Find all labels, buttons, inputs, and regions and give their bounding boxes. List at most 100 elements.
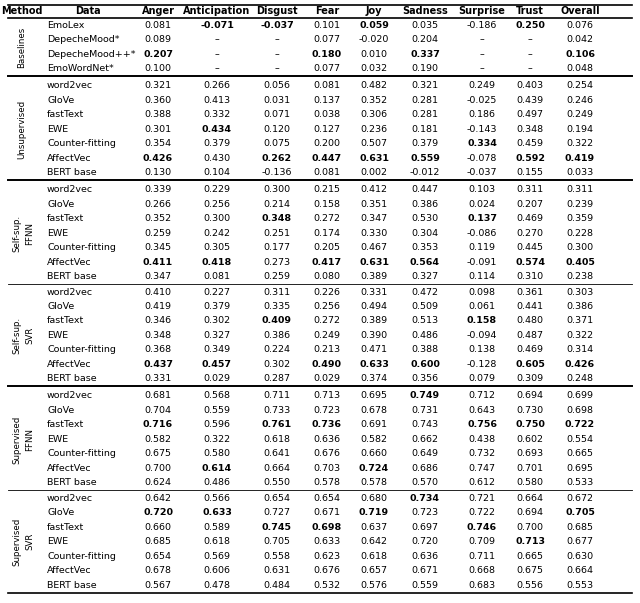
Text: 0.441: 0.441	[516, 302, 543, 311]
Text: 0.002: 0.002	[360, 168, 387, 177]
Text: Surprise: Surprise	[459, 7, 506, 16]
Text: 0.721: 0.721	[468, 494, 495, 503]
Text: 0.204: 0.204	[412, 35, 438, 44]
Text: -0.025: -0.025	[467, 96, 497, 105]
Text: 0.224: 0.224	[264, 346, 291, 355]
Text: 0.580: 0.580	[516, 478, 543, 487]
Text: 0.075: 0.075	[264, 139, 291, 148]
Text: GloVe: GloVe	[47, 200, 74, 209]
Text: FFNN: FFNN	[26, 221, 35, 245]
Text: 0.119: 0.119	[468, 243, 495, 252]
Text: 0.419: 0.419	[145, 302, 172, 311]
Text: Counter-fitting: Counter-fitting	[47, 552, 116, 561]
Text: 0.730: 0.730	[516, 406, 543, 415]
Text: 0.042: 0.042	[566, 35, 593, 44]
Text: 0.624: 0.624	[145, 478, 172, 487]
Text: 0.664: 0.664	[516, 494, 543, 503]
Text: 0.437: 0.437	[143, 360, 173, 369]
Text: 0.675: 0.675	[145, 449, 172, 458]
Text: 0.749: 0.749	[410, 391, 440, 400]
Text: 0.747: 0.747	[468, 464, 495, 473]
Text: Anger: Anger	[141, 7, 175, 16]
Text: -0.091: -0.091	[467, 257, 497, 267]
Text: 0.596: 0.596	[204, 420, 230, 429]
Text: 0.249: 0.249	[468, 81, 495, 90]
Text: 0.371: 0.371	[566, 317, 593, 326]
Text: 0.238: 0.238	[566, 272, 593, 281]
Text: 0.413: 0.413	[204, 96, 230, 105]
Text: 0.419: 0.419	[565, 154, 595, 163]
Text: 0.509: 0.509	[412, 302, 438, 311]
Text: 0.507: 0.507	[360, 139, 387, 148]
Text: 0.339: 0.339	[145, 185, 172, 194]
Text: GloVe: GloVe	[47, 508, 74, 517]
Text: Counter-fitting: Counter-fitting	[47, 346, 116, 355]
Text: -0.012: -0.012	[410, 168, 440, 177]
Text: 0.309: 0.309	[516, 374, 543, 384]
Text: 0.322: 0.322	[204, 435, 230, 444]
Text: 0.330: 0.330	[360, 229, 388, 238]
Text: 0.346: 0.346	[145, 317, 172, 326]
Text: EmoWordNet*: EmoWordNet*	[47, 64, 114, 73]
Text: 0.356: 0.356	[412, 374, 438, 384]
Text: AffectVec: AffectVec	[47, 360, 92, 369]
Text: 0.334: 0.334	[467, 139, 497, 148]
Text: 0.388: 0.388	[412, 346, 438, 355]
Text: fastText: fastText	[47, 110, 84, 119]
Text: 0.705: 0.705	[264, 537, 291, 546]
Text: 0.494: 0.494	[360, 302, 387, 311]
Text: 0.694: 0.694	[516, 391, 543, 400]
Text: word2vec: word2vec	[47, 288, 93, 297]
Text: 0.389: 0.389	[360, 317, 388, 326]
Text: 0.733: 0.733	[264, 406, 291, 415]
Text: 0.636: 0.636	[412, 552, 438, 561]
Text: 0.459: 0.459	[516, 139, 543, 148]
Text: 0.251: 0.251	[264, 229, 291, 238]
Text: 0.347: 0.347	[360, 214, 388, 223]
Text: -0.078: -0.078	[467, 154, 497, 163]
Text: 0.300: 0.300	[264, 185, 291, 194]
Text: -0.094: -0.094	[467, 331, 497, 340]
Text: 0.556: 0.556	[516, 581, 543, 590]
Text: 0.311: 0.311	[566, 185, 593, 194]
Text: 0.664: 0.664	[566, 566, 593, 575]
Text: 0.200: 0.200	[314, 139, 340, 148]
Text: 0.411: 0.411	[143, 257, 173, 267]
Text: 0.321: 0.321	[412, 81, 438, 90]
Text: 0.056: 0.056	[264, 81, 291, 90]
Text: 0.636: 0.636	[314, 435, 340, 444]
Text: 0.311: 0.311	[516, 185, 543, 194]
Text: 0.256: 0.256	[204, 200, 230, 209]
Text: 0.215: 0.215	[314, 185, 340, 194]
Text: AffectVec: AffectVec	[47, 566, 92, 575]
Text: –: –	[527, 64, 532, 73]
Text: BERT base: BERT base	[47, 374, 97, 384]
Text: 0.654: 0.654	[264, 494, 291, 503]
Text: 0.347: 0.347	[145, 272, 172, 281]
Text: 0.379: 0.379	[204, 139, 230, 148]
Text: 0.614: 0.614	[202, 464, 232, 473]
Text: 0.713: 0.713	[314, 391, 340, 400]
Text: 0.680: 0.680	[360, 494, 387, 503]
Text: 0.530: 0.530	[412, 214, 438, 223]
Text: 0.305: 0.305	[204, 243, 230, 252]
Text: 0.138: 0.138	[468, 346, 495, 355]
Text: 0.331: 0.331	[360, 288, 388, 297]
Text: 0.032: 0.032	[360, 64, 388, 73]
Text: 0.010: 0.010	[360, 49, 387, 58]
Text: 0.736: 0.736	[312, 420, 342, 429]
Text: 0.130: 0.130	[145, 168, 172, 177]
Text: 0.229: 0.229	[204, 185, 230, 194]
Text: 0.059: 0.059	[359, 21, 389, 30]
Text: FFNN: FFNN	[26, 428, 35, 451]
Text: 0.566: 0.566	[204, 494, 230, 503]
Text: 0.412: 0.412	[360, 185, 387, 194]
Text: 0.349: 0.349	[204, 346, 230, 355]
Text: 0.226: 0.226	[314, 288, 340, 297]
Text: 0.704: 0.704	[145, 406, 172, 415]
Text: 0.114: 0.114	[468, 272, 495, 281]
Text: –: –	[527, 35, 532, 44]
Text: 0.321: 0.321	[145, 81, 172, 90]
Text: 0.311: 0.311	[264, 288, 291, 297]
Text: 0.693: 0.693	[516, 449, 543, 458]
